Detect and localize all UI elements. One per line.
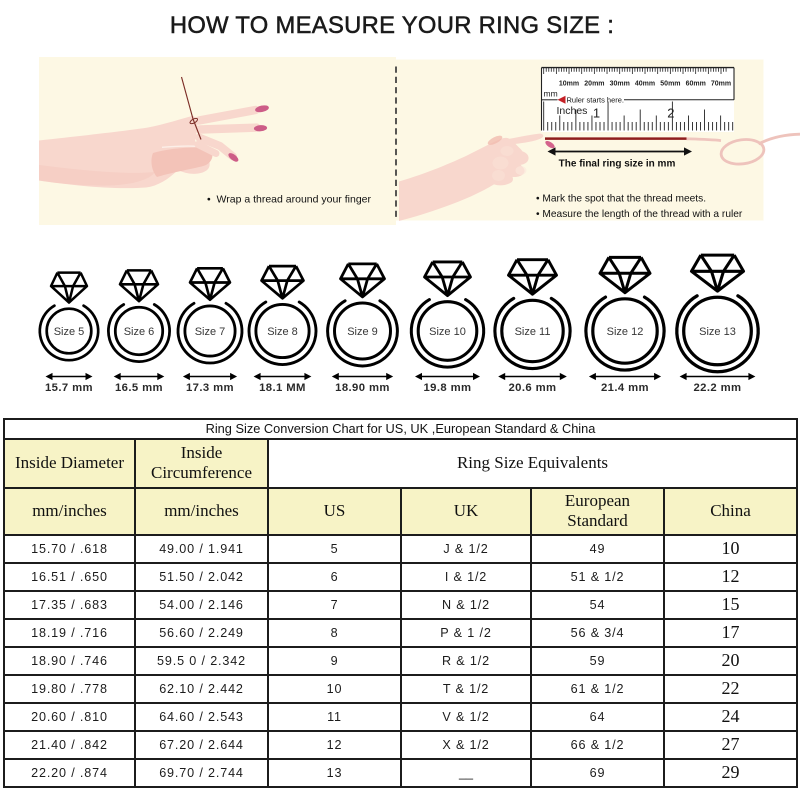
svg-text:Size 8: Size 8 [267, 326, 298, 338]
svg-text:70mm: 70mm [711, 80, 731, 87]
svg-text:2: 2 [667, 106, 674, 121]
svg-text:Size 13: Size 13 [699, 326, 736, 338]
svg-text:mm: mm [544, 89, 558, 99]
svg-text:Size 11: Size 11 [515, 326, 551, 338]
svg-text:21.4 mm: 21.4 mm [601, 382, 649, 394]
svg-text:22.2 mm: 22.2 mm [693, 382, 741, 394]
svg-text:Size 7: Size 7 [195, 326, 226, 338]
svg-text:50mm: 50mm [660, 80, 680, 87]
svg-text:60mm: 60mm [686, 80, 706, 87]
svg-text:• Wrap a thread around your f: • Wrap a thread around your finger [207, 194, 371, 206]
svg-text:19.8 mm: 19.8 mm [423, 382, 471, 394]
svg-text:18.90 mm: 18.90 mm [335, 382, 390, 394]
svg-text:20mm: 20mm [584, 80, 604, 87]
svg-text:1: 1 [593, 106, 600, 121]
svg-text:40mm: 40mm [635, 80, 655, 87]
svg-text:Size 6: Size 6 [124, 326, 155, 338]
svg-text:30mm: 30mm [610, 80, 630, 87]
svg-text:Size 9: Size 9 [347, 326, 378, 338]
svg-text:Size 12: Size 12 [607, 326, 644, 338]
svg-text:• Mark the spot that the threa: • Mark the spot that the thread meets. [536, 194, 706, 205]
svg-text:17.3 mm: 17.3 mm [186, 382, 234, 394]
svg-text:• Measure the length of the th: • Measure the length of the thread with … [536, 209, 743, 220]
svg-text:16.5 mm: 16.5 mm [115, 382, 163, 394]
svg-text:20.6 mm: 20.6 mm [508, 382, 556, 394]
svg-text:Inches: Inches [557, 105, 588, 117]
svg-text:15.7 mm: 15.7 mm [45, 382, 93, 394]
svg-text:The final ring size in mm: The final ring size in mm [559, 159, 676, 170]
svg-text:Size 10: Size 10 [429, 326, 466, 338]
svg-text:18.1 MM: 18.1 MM [259, 382, 306, 394]
svg-text:Size 5: Size 5 [54, 326, 85, 338]
svg-text:Ruler starts here.: Ruler starts here. [567, 95, 625, 104]
svg-text:10mm: 10mm [559, 80, 579, 87]
